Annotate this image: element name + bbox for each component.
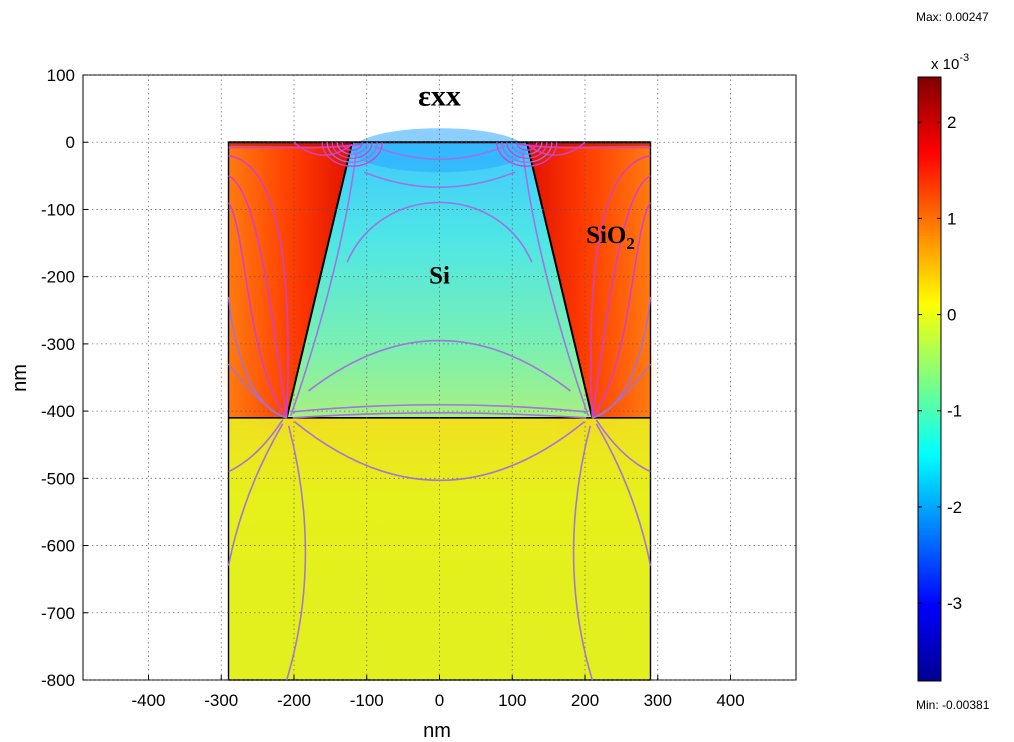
contour-line	[526, 141, 586, 156]
contour-corner	[506, 142, 548, 159]
contour-corner	[336, 142, 368, 155]
y-axis-label: nm	[9, 364, 31, 392]
x-tick-label: 300	[644, 691, 672, 710]
colorbar-tick-label: -2	[947, 498, 962, 517]
x-tick-label: -400	[131, 691, 165, 710]
x-tick-labels: -400 -300 -200 -100 0 100 200 300 400	[131, 675, 745, 710]
contour-line	[285, 425, 307, 681]
contour-line	[595, 419, 651, 473]
contour-lines	[227, 141, 652, 681]
annotation-si-text: Si	[429, 262, 450, 289]
annotation-sio2: SiO2	[586, 222, 635, 253]
colorbar-multiplier-base: x 10	[931, 56, 959, 73]
contour-corner	[501, 142, 553, 163]
x-tick-label: 400	[716, 691, 744, 710]
colorbar-tick-label: -3	[947, 594, 962, 613]
y-tick-label: 0	[66, 133, 75, 152]
heatmap-field	[216, 128, 663, 681]
colorbar-min-label: Min: -0.00381	[916, 698, 990, 712]
contour-corner	[496, 142, 558, 167]
contour-corner	[326, 142, 378, 163]
y-tick-label: -600	[41, 537, 75, 556]
contour-corner	[341, 142, 363, 151]
y-tick-labels: 100 0 -100 -200 -300 -400 -500 -600 -700 -800	[41, 66, 88, 690]
contour-line	[228, 154, 289, 418]
contour-line	[308, 339, 571, 392]
contour-line	[590, 154, 651, 418]
contour-corner	[321, 142, 383, 167]
colorbar-tick-label: 1	[947, 209, 956, 228]
contour-line	[522, 152, 590, 417]
contour-line	[293, 141, 353, 156]
contour-line	[292, 403, 587, 413]
x-tick-label: 0	[435, 691, 444, 710]
annotation-sio2-subscript: 2	[626, 234, 635, 253]
y-tick-label: -200	[41, 268, 75, 287]
y-tick-label: -300	[41, 335, 75, 354]
contour-line	[227, 363, 287, 419]
colorbar-tick-label: 2	[947, 113, 956, 132]
annotation-exx: εxx	[418, 79, 461, 112]
colorbar: Max: 0.00247 Min: -0.00381 x 10-3 210-1-…	[916, 10, 990, 712]
x-axis-label: nm	[423, 720, 451, 742]
y-tick-label: -100	[41, 200, 75, 219]
contour-line	[373, 145, 506, 161]
y-tick-label: -700	[41, 604, 75, 623]
x-tick-label: 100	[498, 691, 526, 710]
annotation-exx-text: εxx	[418, 79, 461, 112]
y-tick-label: -400	[41, 402, 75, 421]
contour-line	[294, 421, 585, 481]
colorbar-max-label: Max: 0.00247	[916, 10, 989, 24]
annotation-sio2-text: SiO	[586, 222, 626, 249]
y-tick-label: -500	[41, 469, 75, 488]
silicon-region	[286, 142, 593, 418]
contour-line	[227, 202, 288, 419]
contour-line	[228, 419, 284, 473]
y-tick-label: -800	[41, 671, 75, 690]
x-tick-label: -100	[350, 691, 384, 710]
colorbar-multiplier: x 10-3	[931, 52, 969, 73]
contour-corner	[516, 142, 538, 151]
colorbar-multiplier-exponent: -3	[959, 52, 969, 64]
contour-line	[289, 152, 357, 417]
silicon-right-wall	[525, 141, 594, 419]
contour-line	[346, 201, 533, 263]
contour-line	[228, 175, 288, 418]
y-tick-label: 100	[47, 66, 75, 85]
contour-line	[592, 363, 652, 419]
contour-line	[591, 202, 652, 419]
contour-corner	[511, 142, 543, 155]
x-tick-label: 200	[571, 691, 599, 710]
colorbar-tick-label: 0	[947, 306, 956, 325]
grid-lines	[83, 74, 796, 681]
silicon-top-compression	[352, 128, 527, 173]
contour-corner	[331, 142, 373, 159]
contour-line	[363, 171, 516, 188]
contour-line	[572, 425, 594, 681]
colorbar-ticks: 2 1 0 -1 -2 -3	[918, 113, 962, 613]
contour-line	[292, 411, 587, 419]
contour-line	[227, 423, 284, 566]
contour-line	[591, 175, 651, 418]
colorbar-tick-label: -1	[947, 402, 962, 421]
contour-line	[595, 423, 652, 566]
x-tick-label: -200	[277, 691, 311, 710]
x-tick-label: -300	[204, 691, 238, 710]
annotations: εxx Si SiO2	[418, 79, 635, 289]
annotation-si: Si	[429, 262, 450, 289]
silicon-left-wall	[285, 141, 354, 419]
colorbar-gradient	[917, 76, 942, 682]
